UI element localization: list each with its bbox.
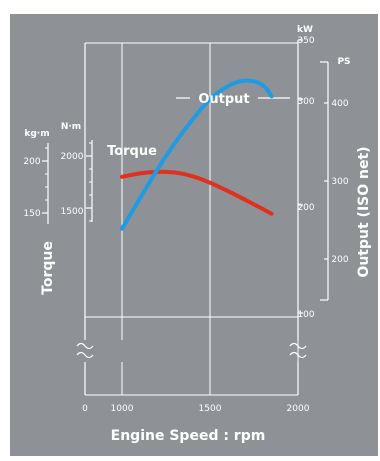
kw-tick-300: 300: [297, 97, 314, 107]
kw-tick-100: 100: [297, 310, 314, 320]
nm-tick-1500: 1500: [61, 207, 84, 217]
left-unit-kgm: kg·m: [24, 129, 49, 139]
x-tick-1500: 1500: [199, 404, 222, 414]
right-unit-ps: PS: [337, 57, 350, 67]
series-label-output: Output: [198, 92, 249, 107]
right-unit-kw: kW: [297, 25, 313, 35]
kw-tick-350: 350: [297, 36, 314, 46]
ps-tick-300: 300: [331, 177, 348, 187]
x-axis-title: Engine Speed : rpm: [111, 428, 266, 444]
x-tick-2000: 2000: [287, 404, 310, 414]
x-tick-1000: 1000: [111, 404, 134, 414]
ps-tick-400: 400: [331, 99, 348, 109]
left-axis-title: Torque: [40, 241, 56, 295]
kgm-tick-200: 200: [23, 157, 40, 167]
ps-tick-200: 200: [331, 255, 348, 265]
x-tick-0: 0: [82, 404, 88, 414]
kw-tick-200: 200: [297, 203, 314, 213]
right-axis-title: Output (ISO net): [356, 146, 372, 277]
left-unit-nm: N·m: [61, 122, 81, 132]
series-label-torque: Torque: [107, 144, 157, 159]
nm-tick-2000: 2000: [61, 152, 84, 162]
chart-background: [10, 14, 378, 456]
kgm-tick-150: 150: [23, 209, 40, 219]
